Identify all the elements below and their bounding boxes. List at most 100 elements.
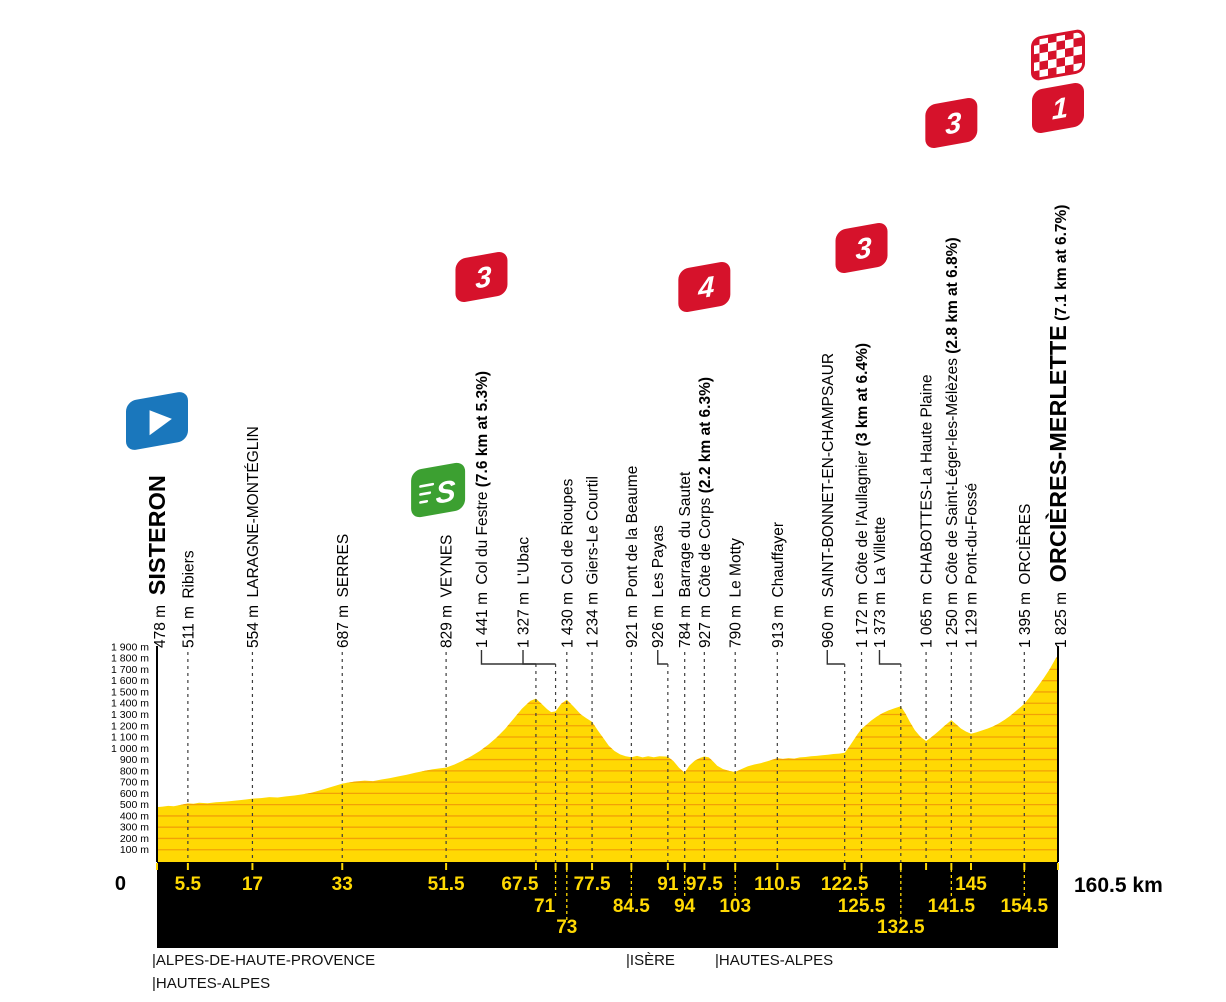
waypoint-elevation-value: 913 m xyxy=(770,602,787,648)
department-label-hautes-alpes-2: |HAUTES-ALPES xyxy=(152,975,270,992)
cat4-flag-icon: 4 xyxy=(678,262,731,312)
waypoint-name: Ribiers xyxy=(180,550,197,603)
svg-text:3: 3 xyxy=(945,107,961,142)
finish-flag-icon xyxy=(1031,29,1085,81)
svg-text:4: 4 xyxy=(697,271,714,306)
waypoint-name: Côte de l'Aullagnier xyxy=(854,451,871,589)
waypoint-name: Le Motty xyxy=(728,538,745,602)
waypoint-label-veynes: 829 m VEYNES xyxy=(439,535,456,648)
waypoint-name: CHABOTTES-La Haute Plaine xyxy=(919,374,936,589)
waypoint-label-ribiers: 511 m Ribiers xyxy=(180,550,197,648)
waypoint-name: Giers-Le Courtil xyxy=(585,476,602,589)
start-flag-icon xyxy=(126,392,188,450)
y-axis-label: 1 800 m xyxy=(111,653,149,665)
waypoint-name: Les Payas xyxy=(650,525,667,602)
start-km-label: 0 xyxy=(115,873,126,895)
waypoint-elevation-value: 921 m xyxy=(624,602,641,648)
waypoint-elevation-value: 1 065 m xyxy=(919,589,936,648)
waypoint-label-le-motty: 790 m Le Motty xyxy=(728,538,745,648)
km-number-giers-le-courtil: 77.5 xyxy=(574,874,611,895)
km-number-col-du-festre: 67.5 xyxy=(501,874,538,895)
svg-text:S: S xyxy=(436,475,456,511)
waypoint-name: VEYNES xyxy=(439,535,456,602)
climb-stats: (2.2 km at 6.3%) xyxy=(697,377,714,498)
waypoint-name: Col du Festre xyxy=(474,492,491,589)
waypoint-label-col-de-rioupes: 1 430 m Col de Rioupes xyxy=(559,478,576,648)
waypoint-elevation-value: 687 m xyxy=(335,602,352,648)
y-axis-label: 400 m xyxy=(120,810,149,822)
y-axis-label: 800 m xyxy=(120,765,149,777)
label-elbow-connector-saint-bonnet-en-champsaur xyxy=(826,650,845,665)
waypoint-elevation-value: 1 395 m xyxy=(1017,589,1034,648)
waypoint-elevation-value: 1 441 m xyxy=(474,589,491,648)
y-axis-label: 900 m xyxy=(120,754,149,766)
km-number-l-ubac: 71 xyxy=(534,896,556,917)
waypoint-name: Col de Rioupes xyxy=(559,478,576,589)
department-label-isere: |ISÈRE xyxy=(626,952,675,969)
waypoint-name: ORCIÈRES-MERLETTE xyxy=(1044,325,1071,589)
waypoint-elevation-value: 1 825 m xyxy=(1053,589,1070,648)
waypoint-label-l-ubac: 1 327 m L'Ubac xyxy=(516,537,533,648)
km-number-cote-de-corps: 97.5 xyxy=(686,874,723,895)
waypoint-label-orcieres-merlette: 1 825 m ORCIÈRES-MERLETTE (7.1 km at 6.7… xyxy=(1044,205,1071,648)
distance-bar xyxy=(157,862,1058,948)
km-number-pont-de-la-beaume: 84.5 xyxy=(613,896,650,917)
km-number-pont-du-fosse: 145 xyxy=(955,874,987,895)
waypoint-elevation-value: 1 373 m xyxy=(872,589,889,648)
y-axis-label: 1 200 m xyxy=(111,720,149,732)
km-number-saint-bonnet-en-champsaur: 122.5 xyxy=(821,874,869,895)
y-axis-label: 700 m xyxy=(120,777,149,789)
start-triangle-icon xyxy=(149,410,172,436)
y-axis-label: 1 700 m xyxy=(111,664,149,676)
y-axis-label: 1 900 m xyxy=(111,641,149,653)
waypoint-elevation-value: 927 m xyxy=(697,602,714,648)
label-elbow-connector-la-villette xyxy=(878,650,901,665)
waypoint-name: Pont de la Beaume xyxy=(624,466,641,602)
waypoint-name: Barrage du Sautet xyxy=(677,471,694,602)
waypoint-elevation-value: 511 m xyxy=(180,603,197,648)
waypoint-label-sisteron: 478 m SISTERON xyxy=(144,475,170,648)
waypoint-name: Côte de Corps xyxy=(697,497,714,601)
elevation-profile-area xyxy=(157,655,1058,862)
waypoint-name: ORCIÈRES xyxy=(1017,504,1034,589)
waypoint-name: SERRES xyxy=(335,534,352,602)
km-number-cote-de-saint-leger-les-melezes: 141.5 xyxy=(928,896,976,917)
waypoint-label-saint-bonnet-en-champsaur: 960 m SAINT-BONNET-EN-CHAMPSAUR xyxy=(820,353,837,648)
km-number-cote-de-l-aullagnier: 125.5 xyxy=(838,896,886,917)
waypoint-label-les-payas: 926 m Les Payas xyxy=(650,525,667,648)
waypoint-labels: 478 m SISTERON 511 m Ribiers 554 m LARAGNE… xyxy=(144,205,1071,648)
km-number-ribiers: 5.5 xyxy=(175,874,202,895)
waypoint-elevation-value: 829 m xyxy=(439,602,456,648)
km-number-les-payas: 91 xyxy=(657,874,679,895)
waypoint-label-col-du-festre: 1 441 m Col du Festre (7.6 km at 5.3%) xyxy=(474,371,491,648)
waypoint-elevation-value: 554 m xyxy=(245,602,262,648)
waypoint-label-laragne-monteglin: 554 m LARAGNE-MONTÉGLIN xyxy=(245,426,262,648)
waypoint-elevation-value: 960 m xyxy=(820,602,837,648)
cat1-flag-icon: 1 xyxy=(1032,83,1084,133)
svg-text:1: 1 xyxy=(1052,92,1068,127)
waypoint-label-serres: 687 m SERRES xyxy=(335,534,352,648)
svg-text:3: 3 xyxy=(855,232,871,267)
km-number-chauffayer: 110.5 xyxy=(754,874,801,895)
y-axis-label: 100 m xyxy=(120,844,149,856)
label-elbow-connector-l-ubac xyxy=(522,650,556,665)
chart-built-layer: 1 900 m1 800 m1 700 m1 600 m1 500 m1 400… xyxy=(111,29,1085,948)
km-number-le-motty: 103 xyxy=(719,896,751,917)
label-elbow-connector-col-du-festre xyxy=(480,650,536,665)
y-axis-label: 1 000 m xyxy=(111,743,149,755)
waypoint-label-barrage-du-sautet: 784 m Barrage du Sautet xyxy=(677,471,694,648)
waypoint-label-cote-de-l-aullagnier: 1 172 m Côte de l'Aullagnier (3 km at 6.… xyxy=(854,343,871,648)
km-number-la-villette: 132.5 xyxy=(877,917,925,938)
department-label-alpes-de-haute-provence: |ALPES-DE-HAUTE-PROVENCE xyxy=(152,952,375,969)
km-number-veynes: 51.5 xyxy=(428,874,465,895)
waypoint-elevation-value: 1 172 m xyxy=(854,589,871,648)
waypoint-elevation-value: 784 m xyxy=(677,602,694,648)
y-axis-label: 1 500 m xyxy=(111,686,149,698)
y-axis-label: 200 m xyxy=(120,833,149,845)
km-number-laragne-monteglin: 17 xyxy=(242,874,263,895)
waypoint-elevation-value: 1 430 m xyxy=(559,589,576,648)
waypoint-name: LARAGNE-MONTÉGLIN xyxy=(245,426,262,602)
waypoint-name: SAINT-BONNET-EN-CHAMPSAUR xyxy=(820,353,837,602)
cat3-flag-icon: 3 xyxy=(455,252,508,302)
